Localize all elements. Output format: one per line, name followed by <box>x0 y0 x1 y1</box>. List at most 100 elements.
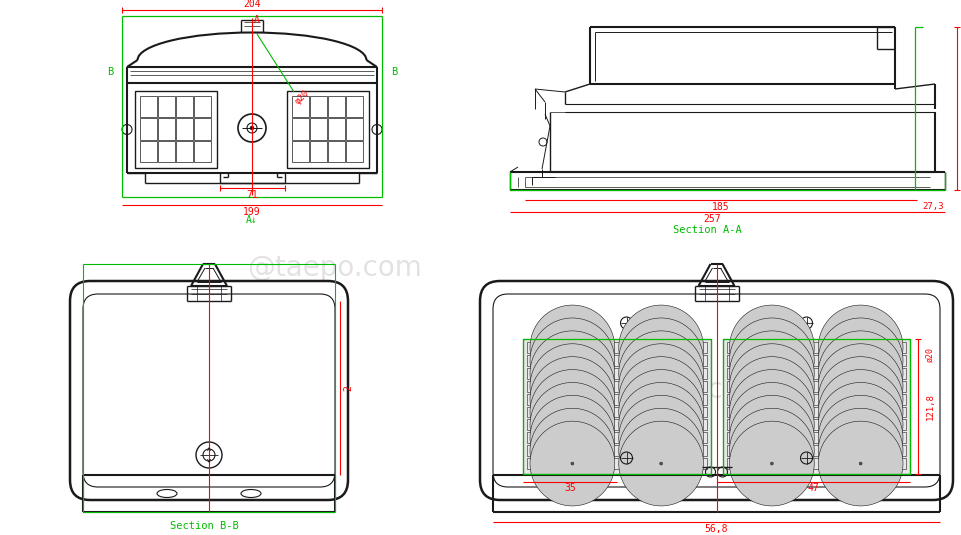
Circle shape <box>619 357 703 441</box>
Bar <box>527 368 706 379</box>
Circle shape <box>619 318 703 403</box>
Bar <box>310 118 327 140</box>
Circle shape <box>571 410 574 414</box>
Bar <box>158 118 175 140</box>
Circle shape <box>619 395 703 480</box>
Bar <box>287 91 369 168</box>
Circle shape <box>530 305 615 390</box>
Text: Section A-A: Section A-A <box>673 225 742 235</box>
Circle shape <box>659 385 663 388</box>
Circle shape <box>859 436 862 439</box>
Text: 121,8: 121,8 <box>925 393 934 420</box>
Circle shape <box>659 462 663 465</box>
Bar <box>527 381 706 392</box>
Bar <box>527 342 706 353</box>
Circle shape <box>659 423 663 426</box>
Text: 199: 199 <box>243 207 260 217</box>
Bar <box>527 355 706 366</box>
Circle shape <box>818 331 903 416</box>
Bar <box>727 342 906 353</box>
Circle shape <box>729 331 814 416</box>
Circle shape <box>619 305 703 390</box>
Circle shape <box>818 395 903 480</box>
Bar <box>723 339 910 474</box>
Bar <box>176 141 193 162</box>
Circle shape <box>659 359 663 362</box>
Text: 35: 35 <box>564 483 576 493</box>
Circle shape <box>859 359 862 362</box>
Circle shape <box>729 305 814 390</box>
Bar <box>346 118 363 140</box>
Circle shape <box>530 370 615 454</box>
Circle shape <box>729 318 814 403</box>
Bar <box>328 141 345 162</box>
Circle shape <box>619 408 703 493</box>
Circle shape <box>571 423 574 426</box>
Circle shape <box>729 383 814 467</box>
Circle shape <box>619 331 703 416</box>
Bar <box>194 118 211 140</box>
Circle shape <box>530 383 615 467</box>
Circle shape <box>818 305 903 390</box>
Circle shape <box>729 370 814 454</box>
Text: 27,3: 27,3 <box>923 203 944 211</box>
Bar <box>727 368 906 379</box>
Bar <box>527 432 706 443</box>
Circle shape <box>530 395 615 480</box>
Circle shape <box>859 385 862 388</box>
Circle shape <box>250 126 254 130</box>
Circle shape <box>771 423 774 426</box>
Circle shape <box>619 370 703 454</box>
Bar <box>310 96 327 117</box>
Circle shape <box>771 449 774 452</box>
Circle shape <box>771 462 774 465</box>
Text: ø20: ø20 <box>925 347 934 362</box>
Text: A↓: A↓ <box>246 215 258 225</box>
Bar <box>727 432 906 443</box>
Bar <box>523 339 710 474</box>
Text: 204: 204 <box>243 0 260 9</box>
Circle shape <box>571 372 574 374</box>
Circle shape <box>729 408 814 493</box>
Circle shape <box>771 372 774 374</box>
Bar <box>727 394 906 404</box>
Bar <box>194 96 211 117</box>
Text: φ20: φ20 <box>293 88 310 106</box>
Circle shape <box>530 421 615 506</box>
Circle shape <box>771 410 774 414</box>
Bar <box>158 96 175 117</box>
Bar <box>310 141 327 162</box>
Bar <box>135 91 217 168</box>
Text: 56,8: 56,8 <box>704 524 728 534</box>
Bar <box>727 445 906 456</box>
Text: @taepo.com: @taepo.com <box>248 254 423 282</box>
Bar <box>140 96 157 117</box>
Circle shape <box>619 421 703 506</box>
Circle shape <box>659 436 663 439</box>
Circle shape <box>729 357 814 441</box>
Circle shape <box>530 344 615 429</box>
Circle shape <box>771 385 774 388</box>
Circle shape <box>729 395 814 480</box>
Circle shape <box>771 359 774 362</box>
Text: 47: 47 <box>807 483 819 493</box>
Circle shape <box>571 346 574 349</box>
Bar <box>527 407 706 417</box>
Circle shape <box>859 398 862 401</box>
Bar <box>176 118 193 140</box>
Text: B: B <box>107 67 113 77</box>
Bar <box>727 419 906 430</box>
Bar <box>727 355 906 366</box>
Circle shape <box>659 410 663 414</box>
Circle shape <box>818 357 903 441</box>
Bar <box>523 339 710 474</box>
Circle shape <box>729 421 814 506</box>
Circle shape <box>659 346 663 349</box>
Bar <box>723 339 910 474</box>
Circle shape <box>771 398 774 401</box>
Bar <box>527 394 706 404</box>
Bar <box>292 141 309 162</box>
Circle shape <box>530 318 615 403</box>
Text: B: B <box>391 67 397 77</box>
Circle shape <box>530 357 615 441</box>
